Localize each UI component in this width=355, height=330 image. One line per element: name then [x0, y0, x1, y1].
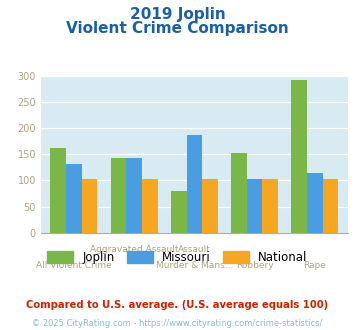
Bar: [307, 173, 323, 233]
Bar: [82, 180, 97, 233]
Bar: [142, 180, 158, 233]
Text: Assault: Assault: [178, 245, 211, 254]
Bar: [231, 153, 247, 233]
Text: 2019 Joplin: 2019 Joplin: [130, 7, 225, 22]
Bar: [186, 135, 202, 233]
Legend: Joplin, Missouri, National: Joplin, Missouri, National: [43, 246, 312, 269]
Bar: [126, 158, 142, 233]
Bar: [66, 164, 82, 233]
Text: All Violent Crime: All Violent Crime: [36, 261, 112, 270]
Text: © 2025 CityRating.com - https://www.cityrating.com/crime-statistics/: © 2025 CityRating.com - https://www.city…: [32, 319, 323, 328]
Bar: [291, 80, 307, 233]
Text: Aggravated Assault: Aggravated Assault: [90, 245, 179, 254]
Text: Violent Crime Comparison: Violent Crime Comparison: [66, 21, 289, 36]
Bar: [323, 180, 338, 233]
Bar: [202, 180, 218, 233]
Text: Compared to U.S. average. (U.S. average equals 100): Compared to U.S. average. (U.S. average …: [26, 300, 329, 310]
Text: Murder & Mans...: Murder & Mans...: [156, 261, 233, 270]
Bar: [171, 191, 186, 233]
Text: Rape: Rape: [303, 261, 326, 270]
Bar: [262, 179, 278, 233]
Bar: [111, 158, 126, 233]
Bar: [50, 148, 66, 233]
Text: Robbery: Robbery: [236, 261, 273, 270]
Bar: [247, 180, 262, 233]
